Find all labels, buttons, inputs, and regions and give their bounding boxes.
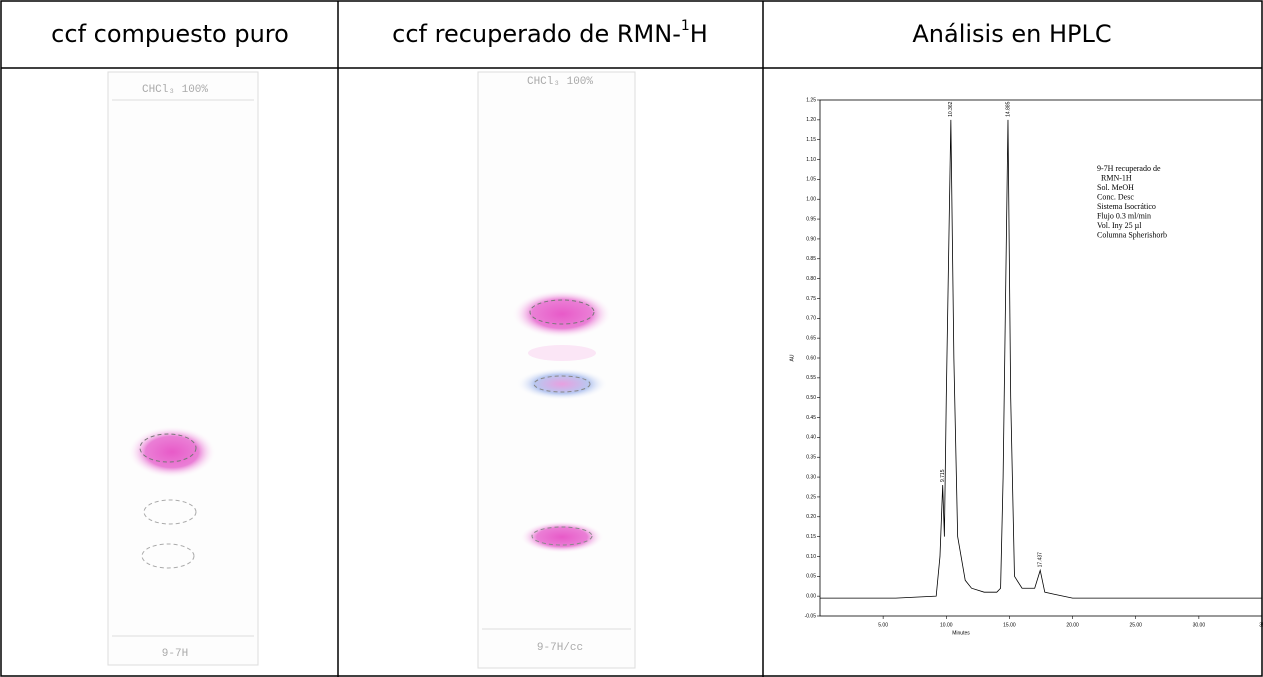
y-axis-label: AU [789, 354, 795, 361]
x-tick-label: 25.00 [1129, 622, 1142, 628]
y-tick-label: 0.90 [806, 236, 816, 242]
tlc-plate: CHCl₃ 100% 9-7H [107, 71, 259, 666]
x-tick-label: 30.00 [1193, 622, 1206, 628]
x-tick-label: 15.00 [1003, 622, 1016, 628]
peak-label: 17.437 [1038, 552, 1044, 568]
y-tick-label: 0.30 [806, 474, 816, 480]
x-tick-label: 20.00 [1066, 622, 1079, 628]
y-tick-label: 0.15 [806, 534, 816, 540]
y-tick-label: 0.95 [806, 216, 816, 222]
y-tick-label: 0.85 [806, 256, 816, 262]
peak-label: 9.715 [940, 469, 946, 482]
annotation: Columna Spherishorb [1097, 231, 1167, 240]
y-tick-label: 0.20 [806, 514, 816, 520]
y-tick-label: 0.25 [806, 494, 816, 500]
trace [820, 119, 1262, 599]
plate-label: 9-7H/cc [537, 642, 583, 654]
y-tick-label: 0.60 [806, 355, 816, 361]
annotation: Sol. MeOH [1097, 183, 1134, 192]
y-tick-label: 1.15 [806, 137, 816, 143]
y-tick-label: 0.00 [806, 593, 816, 599]
x-tick-label: 35 [1259, 622, 1263, 628]
peak-label: 14.885 [1005, 101, 1011, 117]
y-tick-label: 0.50 [806, 395, 816, 401]
annotation: Vol. Iny 25 µl [1097, 221, 1142, 230]
y-tick-label: 0.10 [806, 554, 816, 560]
x-tick-label: 5.00 [878, 622, 888, 628]
y-tick-label: -0.05 [805, 613, 817, 619]
annotation: Sistema Isocrático [1097, 202, 1156, 211]
y-tick-label: 0.35 [806, 455, 816, 461]
header-cell: ccf recuperado de RMN-1H [392, 18, 708, 48]
y-tick-label: 1.10 [806, 157, 816, 163]
y-tick-label: 1.00 [806, 197, 816, 203]
annotation: 9-7H recuperado de [1097, 164, 1161, 173]
y-tick-label: 0.75 [806, 296, 816, 302]
x-axis-label: Minutes [952, 630, 970, 636]
plot-frame [819, 99, 1263, 617]
header-cell: ccf compuesto puro [51, 20, 289, 48]
header-cell: Análisis en HPLC [912, 20, 1111, 48]
y-tick-label: 0.40 [806, 435, 816, 441]
annotation: Flujo 0.3 ml/min [1097, 212, 1151, 221]
y-tick-label: 0.45 [806, 415, 816, 421]
annotation: RMN-1H [1097, 174, 1132, 183]
y-tick-label: 1.05 [806, 177, 816, 183]
tlc-plate: CHCl₃ 100% 9-7H/cc [477, 71, 636, 669]
x-tick-label: 10.00 [940, 622, 953, 628]
y-tick-label: 0.55 [806, 375, 816, 381]
y-tick-label: 0.05 [806, 574, 816, 580]
plate-label: CHCl₃ 100% [142, 84, 208, 96]
y-tick-label: 1.25 [806, 97, 816, 103]
annotation: Conc. Desc [1097, 193, 1134, 202]
y-tick-label: 0.70 [806, 316, 816, 322]
hplc-chart: -0.05 0.00 0.05 0.10 0.15 0.20 0.25 0.30 0.35 0.4… [789, 97, 1263, 636]
y-tick-label: 0.80 [806, 276, 816, 282]
plate-label: CHCl₃ 100% [527, 76, 593, 88]
peak-label: 10.362 [948, 101, 954, 117]
y-tick-label: 1.20 [806, 117, 816, 123]
y-tick-label: 0.65 [806, 335, 816, 341]
plate-label: 9-7H [162, 648, 188, 660]
